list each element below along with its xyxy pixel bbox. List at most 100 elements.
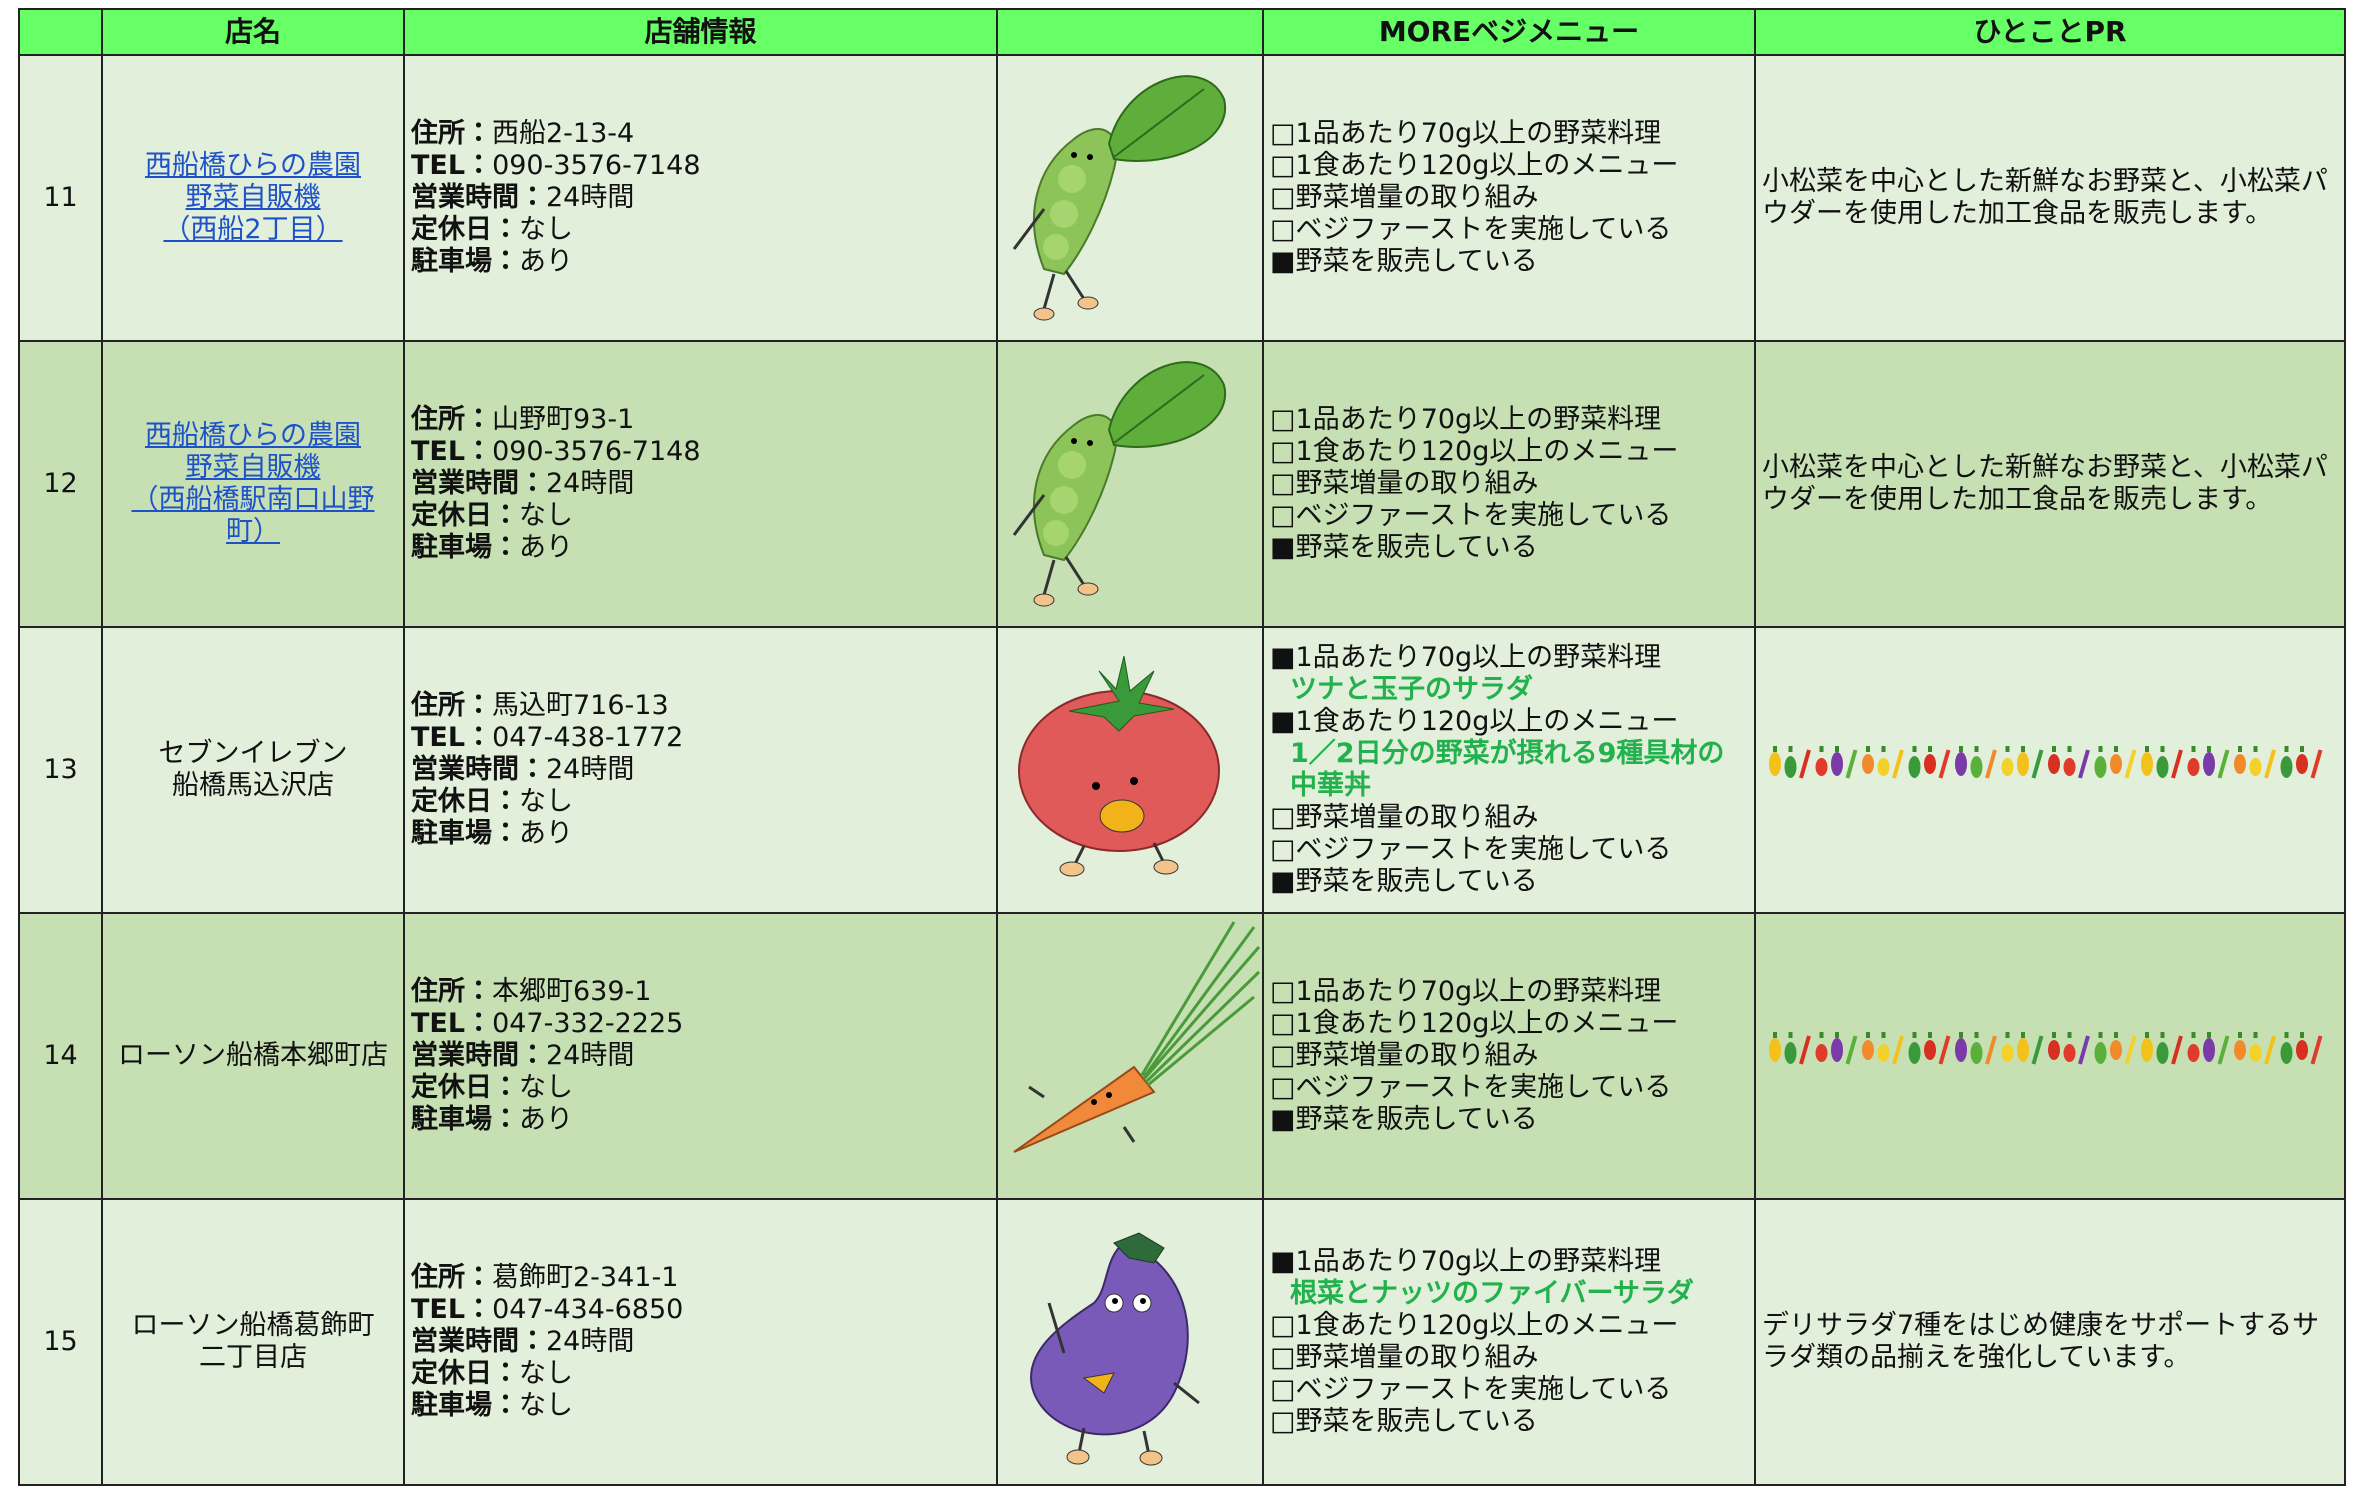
info-label: TEL：	[411, 722, 493, 753]
store-name-line: 二丁目店	[109, 1342, 397, 1374]
store-info: 住所：馬込町716-13 TEL：047-438-1772 営業時間：24時間 定休日…	[403, 626, 998, 914]
info-label: TEL：	[411, 150, 493, 181]
info-label: 駐車場：	[411, 1390, 519, 1421]
store-info: 住所：本郷町639-1 TEL：047-332-2225 営業時間：24時間 定休日：…	[403, 912, 998, 1200]
row-number: 11	[18, 54, 103, 342]
menu-item: ■1品あたり70g以上の野菜料理	[1270, 1246, 1662, 1277]
pr-text: 小松菜を中心とした新鮮なお野菜と、小松菜パウダーを使用した加工食品を販売します。	[1762, 452, 2328, 515]
menu-item: ■1食あたり120g以上のメニュー	[1270, 706, 1679, 737]
store-info: 住所：山野町93-1 TEL：090-3576-7148 営業時間：24時間 定休日：…	[403, 340, 998, 628]
menu-highlight: 根菜とナッツのファイバーサラダ	[1290, 1278, 1694, 1309]
illustration	[1030, 1232, 1200, 1466]
store-name-line: ローソン船橋本郷町店	[109, 1040, 397, 1072]
info-line: 駐車場：あり	[411, 818, 990, 850]
info-line: 営業時間：24時間	[411, 1326, 990, 1358]
info-line: TEL：047-332-2225	[411, 1008, 990, 1040]
info-value: 090-3576-7148	[492, 150, 701, 181]
info-value: 090-3576-7148	[492, 436, 701, 467]
pr-cell: 小松菜を中心とした新鮮なお野菜と、小松菜パウダーを使用した加工食品を販売します。	[1754, 340, 2346, 628]
info-line: 営業時間：24時間	[411, 468, 990, 500]
store-link[interactable]: 西船橋ひらの農園	[145, 150, 361, 181]
store-name-line: 野菜自販機	[109, 182, 397, 214]
info-line: 住所：本郷町639-1	[411, 976, 990, 1008]
info-value: なし	[519, 1072, 573, 1103]
info-value: あり	[519, 246, 573, 277]
info-label: TEL：	[411, 1008, 493, 1039]
info-line: 営業時間：24時間	[411, 1040, 990, 1072]
info-line: TEL：047-434-6850	[411, 1294, 990, 1326]
info-label: 定休日：	[411, 214, 519, 245]
menu-highlight: 1／2日分の野菜が摂れる9種具材の中華丼	[1290, 738, 1725, 801]
info-label: 定休日：	[411, 1072, 519, 1103]
store-link[interactable]: 町）	[226, 516, 280, 547]
info-value: なし	[519, 1390, 573, 1421]
pr-cell: 小松菜を中心とした新鮮なお野菜と、小松菜パウダーを使用した加工食品を販売します。	[1754, 54, 2346, 342]
illustration-cell	[996, 626, 1264, 914]
menu-item: □ベジファーストを実施している	[1270, 1072, 1672, 1103]
header-cell: ひとことPR	[1754, 8, 2346, 56]
info-line: TEL：047-438-1772	[411, 722, 990, 754]
menu-item: ■野菜を販売している	[1270, 532, 1538, 563]
info-label: 営業時間：	[411, 1326, 546, 1357]
menu-item: □1食あたり120g以上のメニュー	[1270, 150, 1679, 181]
illustration-cell	[996, 54, 1264, 342]
store-name-text: 二丁目店	[199, 1342, 307, 1373]
store-link[interactable]: （西船橋駅南口山野	[131, 484, 375, 515]
store-link[interactable]: （西船2丁目）	[163, 214, 343, 245]
header-cell: 店舗情報	[403, 8, 998, 56]
info-value: 馬込町716-13	[492, 690, 669, 721]
info-value: 047-332-2225	[492, 1008, 684, 1039]
illustration-cell	[996, 340, 1264, 628]
store-name-text: ローソン船橋本郷町店	[118, 1040, 388, 1071]
menu-list: □1品あたり70g以上の野菜料理 □1食あたり120g以上のメニュー □野菜増量の取…	[1262, 54, 1756, 342]
store-info: 住所：葛飾町2-341-1 TEL：047-434-6850 営業時間：24時間 定休…	[403, 1198, 998, 1486]
info-value: なし	[519, 500, 573, 531]
info-label: 住所：	[411, 118, 492, 149]
menu-item: □1品あたり70g以上の野菜料理	[1270, 118, 1662, 149]
info-label: TEL：	[411, 1294, 493, 1325]
menu-item: □ベジファーストを実施している	[1270, 214, 1672, 245]
info-value: あり	[519, 818, 573, 849]
menu-item: □1食あたり120g以上のメニュー	[1270, 1310, 1679, 1341]
store-info: 住所：西船2-13-4 TEL：090-3576-7148 営業時間：24時間 定休日…	[403, 54, 998, 342]
store-name-line: セブンイレブン	[109, 738, 397, 770]
menu-item: □野菜増量の取り組み	[1270, 1342, 1539, 1373]
info-value: 本郷町639-1	[492, 976, 652, 1007]
info-value: 葛飾町2-341-1	[492, 1262, 679, 1293]
store-link[interactable]: 野菜自販機	[185, 182, 321, 213]
store-name-text: ローソン船橋葛飾町	[131, 1310, 375, 1341]
store-link[interactable]: 野菜自販機	[185, 452, 321, 483]
store-name-line: 町）	[109, 516, 397, 548]
info-line: TEL：090-3576-7148	[411, 436, 990, 468]
info-value: 西船2-13-4	[492, 118, 635, 149]
illustration	[1012, 75, 1227, 321]
vegetable-strip	[1769, 1032, 2323, 1065]
vegetable-strip	[1769, 746, 2323, 779]
store-name: セブンイレブン 船橋馬込沢店	[101, 626, 405, 914]
menu-list: ■1品あたり70g以上の野菜料理 ツナと玉子のサラダ ■1食あたり120g以上のメニ…	[1262, 626, 1756, 914]
info-value: 24時間	[546, 754, 635, 785]
store-name: ローソン船橋本郷町店	[101, 912, 405, 1200]
info-value: なし	[519, 786, 573, 817]
info-label: 営業時間：	[411, 1040, 546, 1071]
info-line: 営業時間：24時間	[411, 754, 990, 786]
pr-cell: デリサラダ7種をはじめ健康をサポートするサラダ類の品揃えを強化しています。	[1754, 1198, 2346, 1486]
info-label: 駐車場：	[411, 246, 519, 277]
info-line: 定休日：なし	[411, 214, 990, 246]
info-value: 047-438-1772	[492, 722, 684, 753]
store-link[interactable]: 西船橋ひらの農園	[145, 420, 361, 451]
pr-cell	[1754, 626, 2346, 914]
info-label: 定休日：	[411, 500, 519, 531]
info-line: 駐車場：なし	[411, 1390, 990, 1422]
header-cell	[18, 8, 103, 56]
info-value: 24時間	[546, 1040, 635, 1071]
info-label: 営業時間：	[411, 468, 546, 499]
info-value: 山野町93-1	[492, 404, 635, 435]
menu-item: □ベジファーストを実施している	[1270, 500, 1672, 531]
info-value: 24時間	[546, 1326, 635, 1357]
store-name-text: 船橋馬込沢店	[172, 770, 334, 801]
info-value: あり	[519, 532, 573, 563]
row: 11 西船橋ひらの農園 野菜自販機 （西船2丁目） 住所：西船2-13-4 TEL：090…	[18, 54, 2346, 342]
info-value: 047-434-6850	[492, 1294, 684, 1325]
